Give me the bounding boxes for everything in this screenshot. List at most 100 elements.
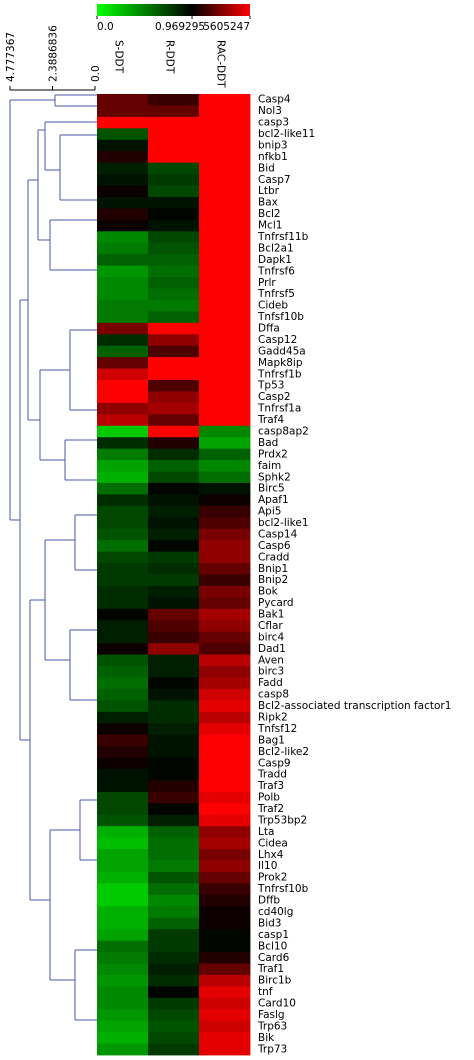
heatmap-cell <box>199 288 251 301</box>
heatmap-cell <box>97 551 149 564</box>
heatmap-cell <box>148 608 200 621</box>
heatmap-cell <box>97 631 149 644</box>
heatmap-cell <box>97 883 149 896</box>
row-label: Prlr <box>258 277 276 289</box>
heatmap-cell <box>148 311 200 324</box>
heatmap-cell <box>199 952 251 964</box>
row-label: Bcl2a1 <box>258 242 294 254</box>
heatmap-cell <box>97 345 149 358</box>
row-label: Bid <box>258 162 275 174</box>
heatmap-cell <box>97 700 149 713</box>
row-label: Bax <box>258 197 278 209</box>
row-label: Tp53 <box>257 380 284 392</box>
heatmap-cell <box>199 185 251 198</box>
heatmap-cell <box>199 334 251 347</box>
heatmap-cell <box>199 723 251 736</box>
heatmap-cell <box>148 551 200 564</box>
heatmap-cell <box>199 654 251 667</box>
heatmap-cell <box>148 471 200 484</box>
heatmap-cell <box>148 734 200 747</box>
heatmap-cell <box>97 254 149 267</box>
heatmap-cell <box>97 368 149 381</box>
heatmap-cell <box>148 196 200 209</box>
heatmap-cell <box>199 505 251 518</box>
row-label: Traf3 <box>257 780 284 792</box>
heatmap-cell <box>199 1043 251 1056</box>
heatmap-cell <box>199 826 251 839</box>
heatmap-cell <box>97 174 149 186</box>
heatmap-cell <box>97 391 149 404</box>
heatmap-cell <box>148 540 200 553</box>
heatmap-cell <box>148 997 200 1010</box>
row-label: Traf4 <box>257 414 284 426</box>
row-label: Gadd45a <box>258 345 306 357</box>
heatmap-cell <box>97 1020 149 1033</box>
heatmap-cell <box>148 265 200 278</box>
row-label: birc4 <box>258 631 284 643</box>
heatmap-cell <box>97 688 149 701</box>
heatmap-cell <box>148 482 200 495</box>
heatmap-cell <box>97 963 149 976</box>
row-label: Bcl2-associated transcription factor1 <box>258 700 451 712</box>
heatmap-cell <box>148 631 200 644</box>
heatmap-cell <box>148 1020 200 1033</box>
row-label: Api5 <box>258 506 281 518</box>
row-label: Cradd <box>258 551 289 563</box>
heatmap-cell <box>199 345 251 358</box>
heatmap-cell <box>97 780 149 793</box>
column-label: RAC-DDT <box>215 40 227 88</box>
heatmap-cell <box>97 162 149 175</box>
heatmap-cell <box>199 231 251 244</box>
heatmap-cell <box>97 482 149 495</box>
heatmap-cell <box>199 391 251 404</box>
heatmap-cell <box>97 128 149 141</box>
heatmap-cell <box>97 322 149 335</box>
heatmap-cell <box>199 883 251 896</box>
heatmap-cell <box>148 528 200 541</box>
row-label: Trp53bp2 <box>257 814 307 826</box>
heatmap-cell <box>199 94 251 106</box>
heatmap-cell <box>199 837 251 850</box>
row-label: casp8ap2 <box>258 425 309 437</box>
row-label: Tradd <box>257 769 287 781</box>
heatmap-cell <box>199 768 251 781</box>
row-label: Tnfsf10b <box>257 311 304 323</box>
heatmap-cell <box>148 574 200 587</box>
heatmap-cell <box>199 963 251 976</box>
heatmap-cell <box>148 116 200 129</box>
heatmap-cell <box>199 219 251 232</box>
row-label: Nol3 <box>258 105 282 117</box>
heatmap-cell <box>199 688 251 701</box>
heatmap-cell <box>97 585 149 598</box>
heatmap-cell <box>97 906 149 919</box>
heatmap-cell <box>148 654 200 667</box>
row-label: bcl2-like1 <box>258 517 309 529</box>
heatmap-cell <box>199 517 251 530</box>
heatmap-cell <box>148 860 200 873</box>
heatmap-cell <box>199 425 251 438</box>
heatmap-cell <box>148 231 200 244</box>
heatmap-cell <box>97 654 149 667</box>
heatmap-cell <box>97 608 149 621</box>
row-label: Traf2 <box>257 803 284 815</box>
heatmap-cell <box>148 334 200 347</box>
heatmap-cell <box>148 814 200 827</box>
heatmap-cell <box>148 494 200 507</box>
heatmap-cell <box>97 208 149 221</box>
heatmap-cell <box>97 746 149 758</box>
heatmap-cell <box>148 368 200 381</box>
heatmap-cell <box>148 791 200 804</box>
heatmap-cell <box>97 734 149 747</box>
heatmap-cell <box>199 791 251 804</box>
heatmap-cell <box>199 803 251 816</box>
heatmap-cell <box>148 871 200 884</box>
row-label: Bag1 <box>258 734 285 746</box>
heatmap-cell <box>199 265 251 278</box>
heatmap-cell <box>199 448 251 461</box>
heatmap-cell <box>97 505 149 518</box>
heatmap-cell <box>199 597 251 610</box>
heatmap-cell <box>199 242 251 255</box>
heatmap-cell <box>148 894 200 907</box>
heatmap-cell <box>97 803 149 816</box>
